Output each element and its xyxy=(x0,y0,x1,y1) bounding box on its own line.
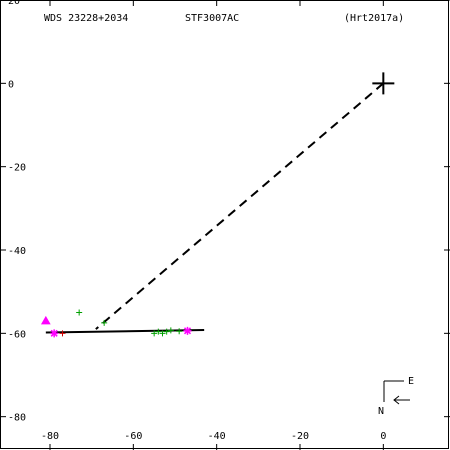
data-point xyxy=(50,329,59,338)
y-axis-ticks: 20 0 -20 -40 -60 -80 xyxy=(0,0,450,424)
x-tick-label: -80 xyxy=(41,431,59,442)
data-point xyxy=(159,330,166,337)
data-point xyxy=(176,328,183,335)
data-point xyxy=(167,327,174,334)
compass: E N xyxy=(378,376,414,417)
x-axis-ticks: -80 -60 -40 -20 0 xyxy=(41,0,386,450)
x-tick-label: -40 xyxy=(208,431,226,442)
primary-star-marker xyxy=(372,72,395,95)
data-point xyxy=(155,328,162,335)
chart-lines xyxy=(45,72,395,334)
data-point xyxy=(59,330,66,337)
header-center: STF3007AC xyxy=(185,13,239,24)
header-right: (Hrt2017a) xyxy=(344,13,404,24)
header-left: WDS 23228+2034 xyxy=(44,13,128,24)
chart-marks xyxy=(40,309,192,338)
data-point xyxy=(163,328,170,335)
y-tick-label: -80 xyxy=(8,413,26,424)
data-point xyxy=(76,309,83,316)
compass-east-label: E xyxy=(408,376,414,387)
x-tick-label: 0 xyxy=(380,431,386,442)
connector-line xyxy=(95,82,384,330)
data-point xyxy=(101,319,108,326)
data-point xyxy=(183,326,192,335)
y-tick-label: 20 xyxy=(8,0,20,7)
y-tick-label: -60 xyxy=(8,329,26,340)
x-tick-label: -60 xyxy=(124,431,142,442)
compass-north-label: N xyxy=(378,406,384,417)
x-tick-label: -20 xyxy=(291,431,309,442)
data-point xyxy=(151,330,158,337)
trend-line xyxy=(45,329,205,334)
data-point xyxy=(40,315,51,325)
y-tick-label: -20 xyxy=(8,163,26,174)
y-tick-label: -40 xyxy=(8,246,26,257)
y-tick-label: 0 xyxy=(8,79,14,90)
compass-arrow-head xyxy=(393,395,400,405)
